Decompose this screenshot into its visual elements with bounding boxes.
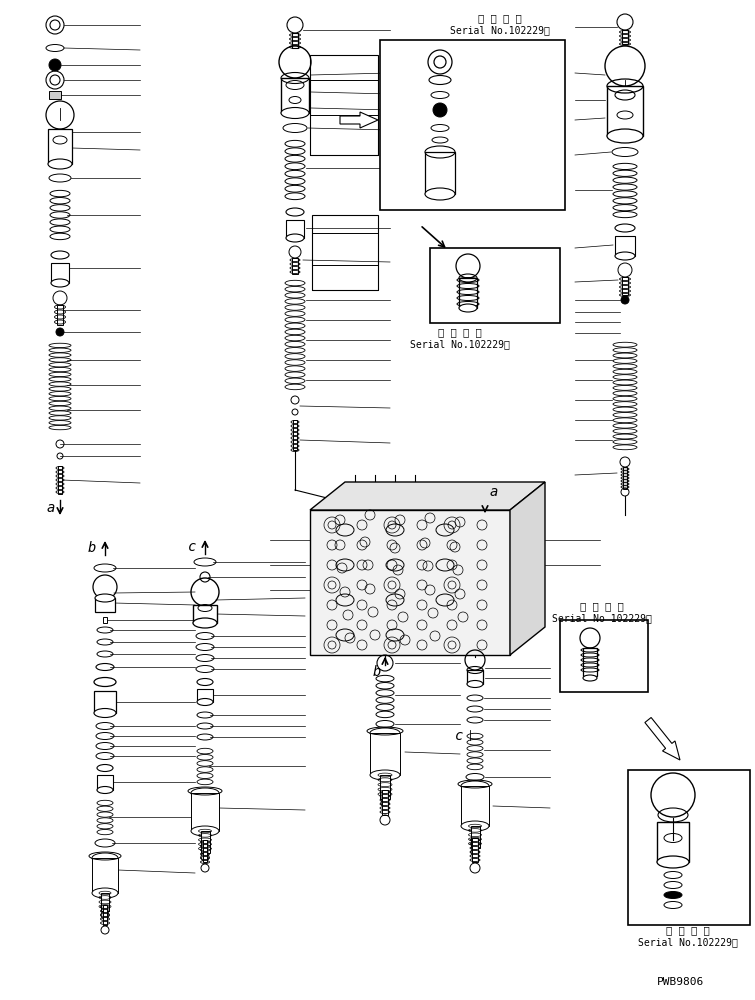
Bar <box>472 838 478 862</box>
Ellipse shape <box>467 680 483 688</box>
Bar <box>94 691 116 713</box>
Ellipse shape <box>615 252 635 260</box>
Text: a: a <box>47 501 55 515</box>
Text: Serial No.102229～: Serial No.102229～ <box>410 339 510 349</box>
Text: PWB9806: PWB9806 <box>656 977 704 987</box>
Ellipse shape <box>92 888 118 898</box>
Bar <box>583 648 597 676</box>
Bar <box>425 152 455 194</box>
Text: 適 用 号 機: 適 用 号 機 <box>666 925 710 935</box>
Text: b: b <box>373 665 381 679</box>
Text: 適 用 号 機: 適 用 号 機 <box>478 13 522 23</box>
Ellipse shape <box>286 234 304 242</box>
Bar <box>49 91 61 99</box>
Text: b: b <box>88 541 97 555</box>
Bar <box>623 467 627 489</box>
Bar <box>51 263 69 283</box>
Ellipse shape <box>193 618 217 628</box>
Ellipse shape <box>425 188 455 200</box>
Bar <box>191 793 219 831</box>
Bar <box>622 277 628 295</box>
Bar <box>615 236 635 256</box>
Bar <box>470 826 479 848</box>
Ellipse shape <box>48 159 72 169</box>
Ellipse shape <box>459 304 477 312</box>
Text: c: c <box>455 729 464 743</box>
Circle shape <box>49 59 61 71</box>
Text: a: a <box>490 485 498 499</box>
Bar <box>380 40 565 210</box>
Text: Serial No.102229～: Serial No.102229～ <box>450 25 550 35</box>
Ellipse shape <box>583 675 597 681</box>
Ellipse shape <box>607 129 643 143</box>
Ellipse shape <box>191 826 219 836</box>
Bar <box>101 893 109 911</box>
Circle shape <box>56 328 64 336</box>
Bar <box>57 305 63 325</box>
Bar <box>193 605 217 623</box>
Bar <box>281 78 309 113</box>
Text: Serial No 102229～: Serial No 102229～ <box>552 613 652 623</box>
Ellipse shape <box>461 821 489 831</box>
Bar <box>657 822 689 862</box>
Bar <box>48 129 72 164</box>
Ellipse shape <box>94 708 116 718</box>
Bar <box>292 258 298 274</box>
Text: 適 用 号 機: 適 用 号 機 <box>438 327 482 337</box>
Bar <box>58 466 62 494</box>
Bar <box>203 840 207 862</box>
Bar <box>103 617 107 623</box>
Text: c: c <box>188 540 196 554</box>
Ellipse shape <box>197 698 213 706</box>
Bar <box>310 510 510 655</box>
FancyArrow shape <box>340 112 378 128</box>
Ellipse shape <box>97 786 113 794</box>
Text: Serial No.102229～: Serial No.102229～ <box>638 937 738 947</box>
Bar <box>292 33 298 48</box>
Bar <box>607 86 643 136</box>
Ellipse shape <box>51 279 69 287</box>
Bar <box>382 790 388 815</box>
Bar <box>103 905 107 925</box>
Text: 適 用 号 機: 適 用 号 機 <box>580 601 624 611</box>
Ellipse shape <box>664 892 682 898</box>
Bar <box>461 786 489 826</box>
Bar <box>622 30 628 44</box>
Circle shape <box>621 296 629 304</box>
Bar <box>92 858 118 893</box>
Bar <box>97 775 113 790</box>
Bar <box>380 775 390 799</box>
Bar <box>197 689 213 702</box>
Bar <box>286 220 304 238</box>
Polygon shape <box>510 482 545 655</box>
Bar <box>310 55 378 155</box>
Bar <box>293 420 297 450</box>
Bar <box>628 770 750 925</box>
Bar <box>467 670 483 684</box>
Bar <box>560 620 648 692</box>
Bar <box>370 733 400 775</box>
Ellipse shape <box>370 770 400 780</box>
Bar <box>459 278 477 308</box>
Circle shape <box>433 103 447 117</box>
Ellipse shape <box>95 594 115 602</box>
Bar <box>312 215 378 290</box>
Polygon shape <box>310 482 545 510</box>
Bar <box>430 248 560 323</box>
Bar <box>95 598 115 612</box>
FancyArrow shape <box>645 718 680 760</box>
Ellipse shape <box>657 856 689 868</box>
Bar <box>201 831 209 853</box>
Ellipse shape <box>281 107 309 118</box>
